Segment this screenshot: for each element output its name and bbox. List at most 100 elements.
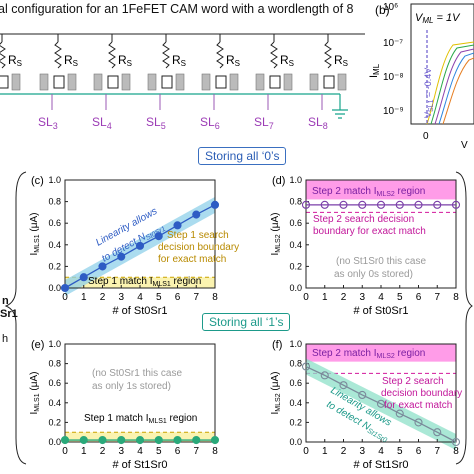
data-point bbox=[339, 381, 348, 390]
annotation-boundary-c: Step 1 search bbox=[167, 230, 229, 241]
annotation-note-d: (no St1Sr0 this case bbox=[336, 256, 426, 267]
x-axis-label: # of St0Sr1 bbox=[353, 305, 408, 317]
panel-b-ylabel: IML bbox=[368, 63, 381, 78]
panel-label: (c) bbox=[31, 175, 44, 187]
data-point bbox=[173, 221, 182, 230]
y-axis-label: IMLS2 (μA) bbox=[270, 213, 282, 256]
data-point bbox=[320, 371, 329, 380]
svg-text:as only 1s stored): as only 1s stored) bbox=[92, 381, 171, 392]
data-point bbox=[154, 435, 163, 445]
data-point bbox=[358, 200, 367, 209]
resistor-symbol bbox=[108, 41, 116, 69]
side-text-h: h bbox=[2, 333, 9, 345]
y-tick-label: 0.6 bbox=[289, 218, 302, 228]
resistor-symbol bbox=[54, 41, 62, 69]
x-tick-label: 1 bbox=[322, 446, 328, 457]
y-tick-label: 0.4 bbox=[289, 398, 302, 408]
fefet-body bbox=[215, 75, 227, 89]
y-tick-label: 0.0 bbox=[48, 437, 61, 447]
x-tick-label: 5 bbox=[156, 446, 162, 457]
x-axis-label: # of St1Sr0 bbox=[353, 459, 408, 471]
x-tick-label: 0 bbox=[303, 292, 309, 303]
x-tick-label: 1 bbox=[81, 446, 87, 457]
x-tick-label: 2 bbox=[341, 292, 347, 303]
side-text-sr1: Sr1 bbox=[0, 308, 18, 320]
fefet-gate bbox=[175, 73, 185, 91]
data-point bbox=[433, 428, 442, 437]
series-line bbox=[305, 365, 457, 443]
storing-zeros-label: Storing all ‘0’s bbox=[198, 147, 287, 165]
y-tick-label: 0.4 bbox=[48, 398, 61, 408]
data-point bbox=[320, 200, 329, 209]
resistor-symbol bbox=[216, 41, 224, 69]
x-tick-label: 5 bbox=[397, 446, 403, 457]
x-tick-label: 7 bbox=[434, 292, 440, 303]
x-tick-label: 6 bbox=[175, 292, 181, 303]
y-tick-label: 0.4 bbox=[289, 240, 302, 250]
fefet-body bbox=[0, 75, 9, 89]
fefet-body bbox=[323, 75, 335, 89]
y-axis-label: IMLS1 (μA) bbox=[29, 372, 41, 415]
x-tick-label: 5 bbox=[156, 292, 162, 303]
data-point bbox=[414, 418, 423, 427]
fefet-gate bbox=[147, 73, 157, 91]
annotation-region-c: Step 1 match IMLS1 region bbox=[88, 276, 201, 288]
resistor-symbol bbox=[324, 41, 332, 69]
x-tick-label: 8 bbox=[212, 446, 218, 457]
y-tick-label: 0.6 bbox=[48, 378, 61, 388]
panel-label: (d) bbox=[272, 175, 285, 187]
y-tick-label: 0.0 bbox=[289, 437, 302, 447]
data-point bbox=[98, 262, 107, 271]
x-tick-label: 5 bbox=[397, 292, 403, 303]
side-text-n: n bbox=[2, 295, 9, 307]
x-tick-label: 4 bbox=[137, 446, 143, 457]
ground-icon bbox=[332, 109, 348, 119]
right-brace bbox=[455, 171, 473, 465]
fefet-gate bbox=[337, 73, 347, 91]
y-tick-label: 1.0 bbox=[289, 175, 302, 185]
data-point bbox=[376, 399, 386, 408]
data-point bbox=[358, 390, 367, 400]
x-tick-label: 3 bbox=[359, 446, 365, 457]
y-axis-label: IMLS2 (μA) bbox=[270, 372, 282, 415]
resistor-symbol bbox=[270, 41, 278, 69]
x-tick-label: 0 bbox=[62, 292, 68, 303]
match-region bbox=[65, 277, 215, 288]
data-point bbox=[79, 273, 88, 282]
chart-f: 0.0 0.2 0.4 0.6 0.8 1.0 0 1 2 3 4 5 6 7 8 # of St1Sr0 IM… bbox=[270, 339, 461, 471]
y-tick-label: 0.2 bbox=[289, 417, 302, 427]
x-tick-label: 4 bbox=[137, 292, 143, 303]
x-tick-label: 8 bbox=[212, 292, 218, 303]
svg-text:decision boundary: decision boundary bbox=[381, 388, 462, 399]
data-point bbox=[117, 252, 126, 261]
data-point bbox=[395, 200, 404, 209]
fefet-body bbox=[269, 75, 281, 89]
fefet-body bbox=[53, 75, 65, 89]
data-point bbox=[135, 435, 145, 445]
y-tick-label: 0.4 bbox=[48, 240, 61, 250]
data-point bbox=[376, 200, 386, 209]
panel-b: (b) VML = 1V 10⁶ 10⁻⁷ 10⁻⁸ 10⁻⁹ IML VSL1… bbox=[368, 2, 474, 150]
x-tick-label: 7 bbox=[434, 446, 440, 457]
y-tick-label: 0.8 bbox=[48, 359, 61, 369]
x-tick-label: 4 bbox=[378, 292, 384, 303]
svg-text:decision boundary: decision boundary bbox=[158, 242, 239, 253]
plot-frame bbox=[64, 343, 216, 443]
y-tick-label: 0.8 bbox=[289, 359, 302, 369]
x-tick-label: 2 bbox=[341, 446, 347, 457]
x-tick-label: 1 bbox=[81, 292, 87, 303]
annotation-boundary-d: Step 2 search decision bbox=[313, 214, 414, 225]
annotation-region-f: Step 2 match IMLS2 region bbox=[312, 348, 425, 360]
resistor-symbol bbox=[0, 41, 6, 69]
y-tick-label: 0.0 bbox=[289, 283, 302, 293]
x-tick-label: 6 bbox=[416, 446, 422, 457]
chart-d: 0.0 0.2 0.4 0.6 0.8 1.0 0 1 2 3 4 5 6 7 8 # of St0Sr1 IM… bbox=[270, 175, 461, 317]
y-tick-label: 0.2 bbox=[48, 261, 61, 271]
x-tick-label: 8 bbox=[453, 292, 459, 303]
data-point bbox=[60, 283, 70, 293]
x-tick-label: 2 bbox=[100, 292, 106, 303]
x-tick-label: 6 bbox=[416, 292, 422, 303]
ytick-1e-8: 10⁻⁸ bbox=[383, 72, 404, 83]
fefet-body bbox=[161, 75, 173, 89]
data-point bbox=[451, 200, 461, 209]
